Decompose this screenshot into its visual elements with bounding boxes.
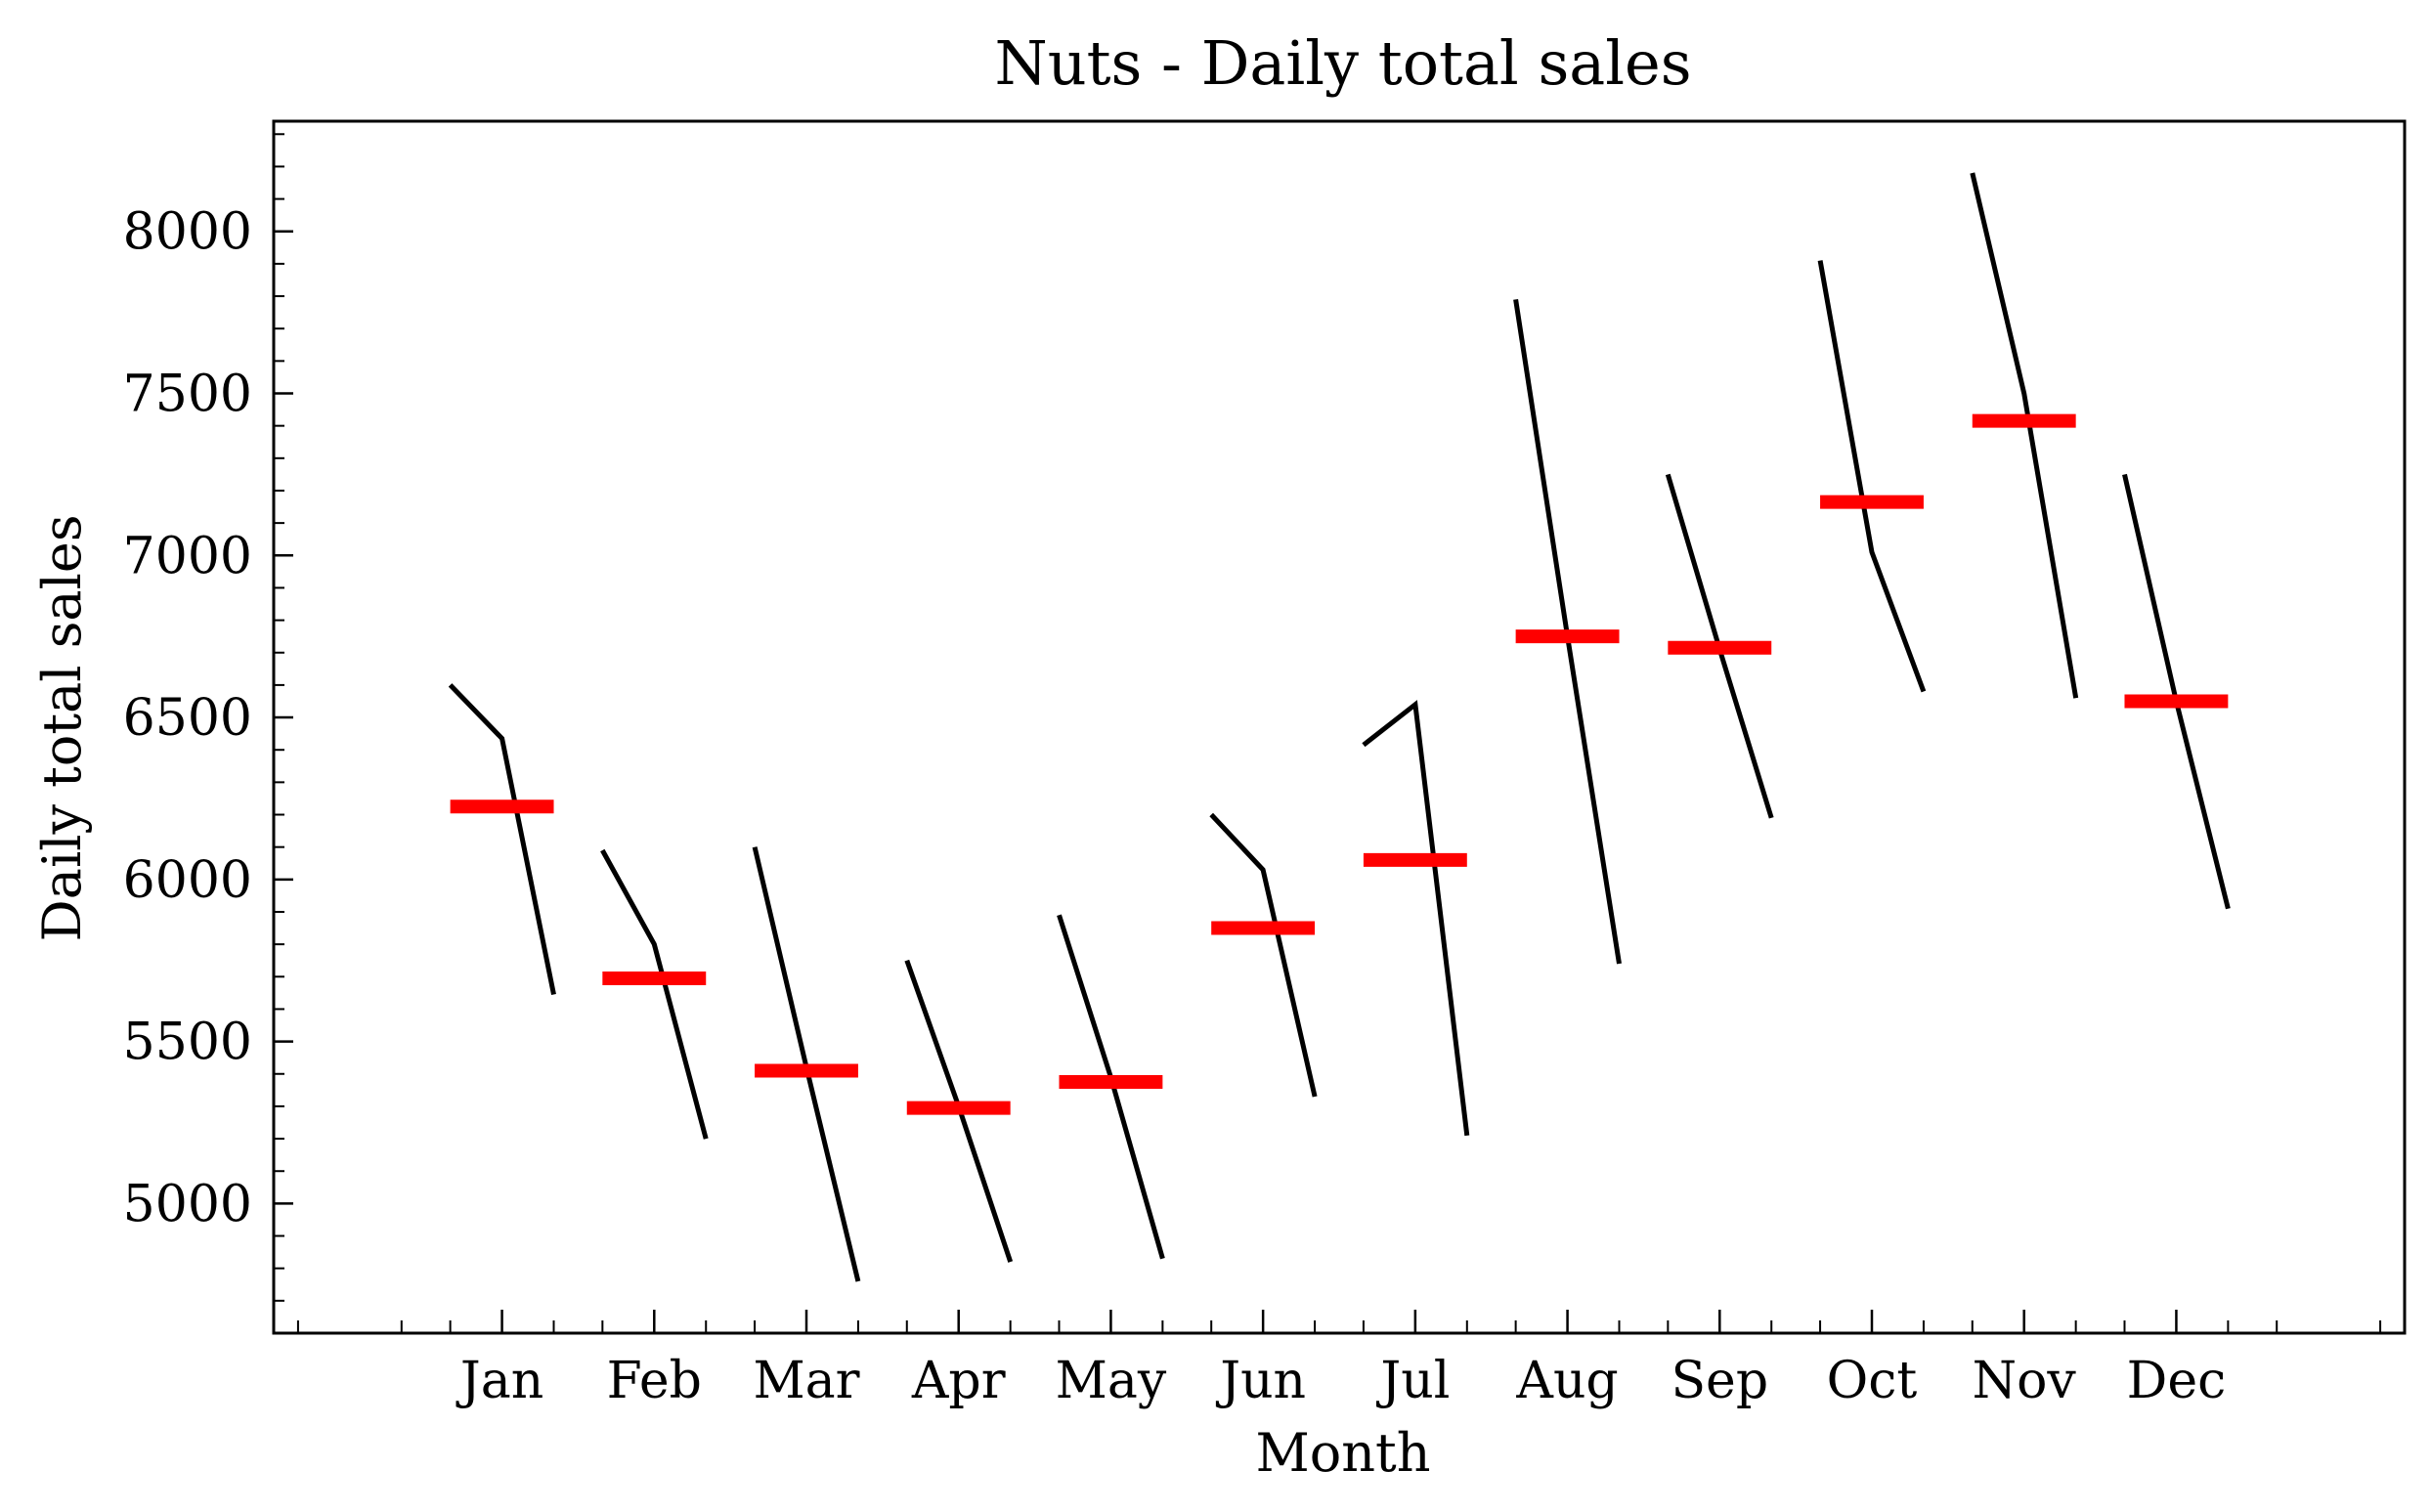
y-axis-label: Daily total sales [31,514,93,941]
x-tick-label: Jul [1375,1352,1450,1410]
x-tick-label: Jun [1215,1352,1306,1410]
y-tick-label: 6500 [123,689,252,748]
y-tick-label: 6000 [123,851,252,910]
plot-frame [272,119,2407,1335]
x-tick-label: Oct [1827,1352,1918,1410]
plot-area: 5000 5500 6000 6500 7000 7500 8000 Jan Feb Mar Apr… [123,133,2382,1410]
x-tick-label: Feb [607,1352,702,1410]
x-tick-label: Apr [911,1352,1006,1410]
chart-title: Nuts - Daily total sales [994,27,1691,99]
x-tick-label: Mar [753,1352,859,1410]
series-line-feb [600,848,709,1140]
x-tick-label: Nov [1973,1352,2077,1410]
x-tick-label: Aug [1515,1352,1618,1410]
x-axis-label: Month [1255,1422,1430,1484]
y-tick-label: 5000 [123,1175,252,1233]
series-line-oct [1817,260,1927,693]
series-line-jan [448,683,556,995]
y-tick-label: 7500 [123,366,252,424]
series-line-dec [2122,473,2231,910]
x-tick-label: Jan [456,1352,543,1410]
y-tick-label: 7000 [123,527,252,585]
x-tick-label: May [1056,1352,1167,1410]
series-line-jun [1209,812,1318,1098]
x-tick-label: Dec [2127,1352,2227,1410]
series-line-nov [1970,172,2079,699]
y-tick-label: 8000 [123,203,252,262]
x-tick-label: Sep [1671,1352,1768,1410]
y-tick-label: 5500 [123,1014,252,1072]
series-line-jul [1362,700,1470,1137]
